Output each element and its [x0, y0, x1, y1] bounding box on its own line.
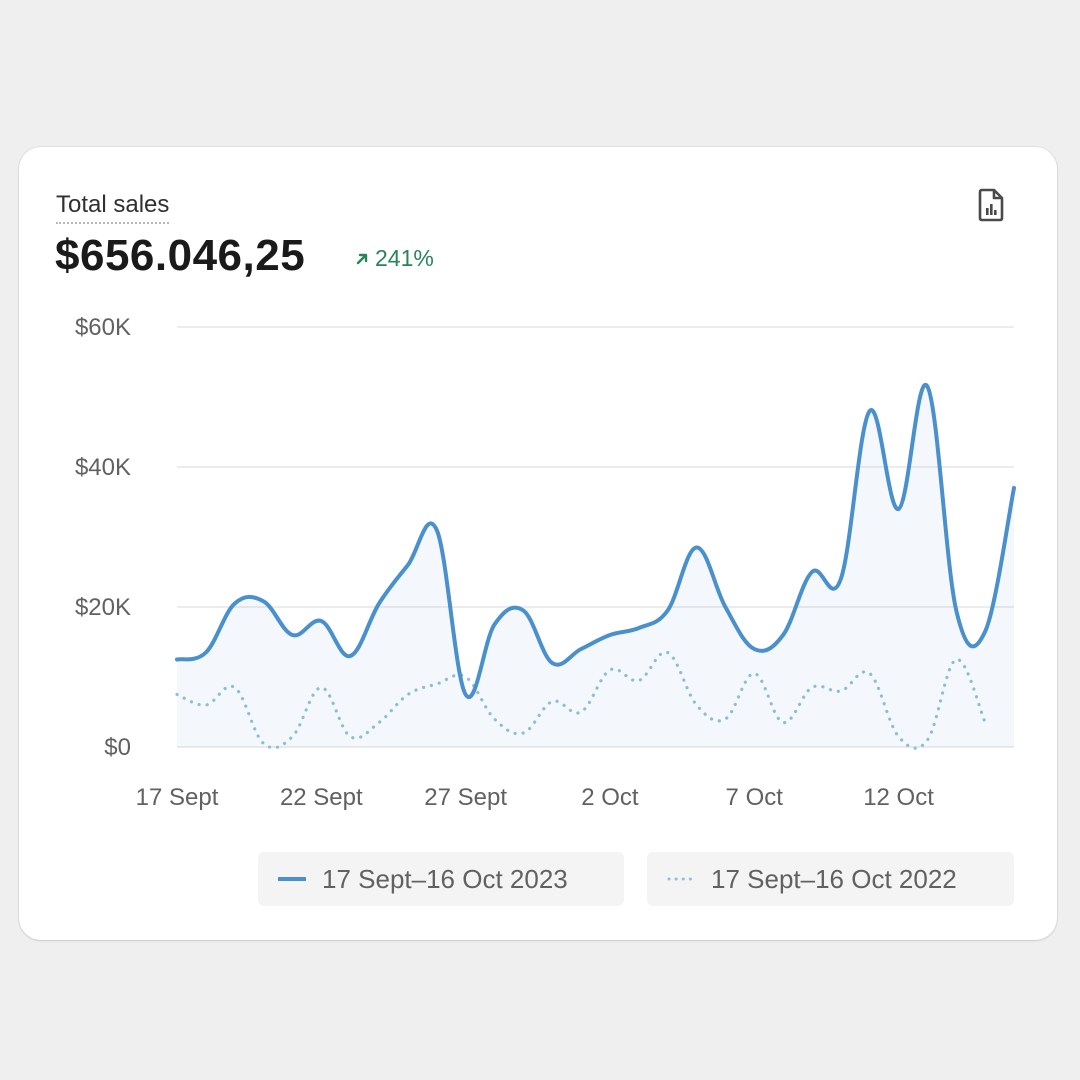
total-sales-value: $656.046,25 [55, 231, 306, 280]
change-percent: 241% [375, 245, 434, 271]
dotted-line-swatch [667, 877, 695, 881]
series-line-2023 [175, 382, 1016, 700]
x-tick-label: 12 Oct [863, 784, 934, 811]
series-line-2022 [175, 650, 987, 750]
x-tick-label: 7 Oct [726, 784, 784, 811]
solid-line-swatch [278, 877, 306, 881]
x-tick-label: 27 Sept [424, 784, 507, 811]
y-tick-label: $0 [104, 734, 131, 761]
y-tick-label: $40K [75, 454, 131, 481]
sales-line-chart: $0 $20K $40K $60K 17 Sept 22 Sept 27 Sept 2 Oc… [75, 314, 1016, 811]
legend-label-2022: 17 Sept–16 Oct 2022 [711, 863, 957, 894]
change-indicator: 241% [355, 245, 434, 272]
y-tick-label: $60K [75, 314, 131, 341]
series-area-2023 [177, 384, 1014, 747]
arrow-up-right-icon [356, 253, 368, 264]
report-file-icon [978, 188, 1004, 222]
y-tick-label: $20K [75, 594, 131, 621]
legend-label-2023: 17 Sept–16 Oct 2023 [322, 863, 568, 894]
total-sales-card: $0 $20K $40K $60K 17 Sept 22 Sept 27 Sept 2 Oc… [19, 147, 1057, 940]
export-report-button[interactable] [969, 183, 1013, 227]
legend-item-2022[interactable]: 17 Sept–16 Oct 2022 [647, 852, 1014, 906]
x-tick-label: 2 Oct [581, 784, 639, 811]
x-tick-label: 17 Sept [136, 784, 219, 811]
legend-item-2023[interactable]: 17 Sept–16 Oct 2023 [258, 852, 624, 906]
x-tick-label: 22 Sept [280, 784, 363, 811]
card-title[interactable]: Total sales [56, 191, 170, 224]
